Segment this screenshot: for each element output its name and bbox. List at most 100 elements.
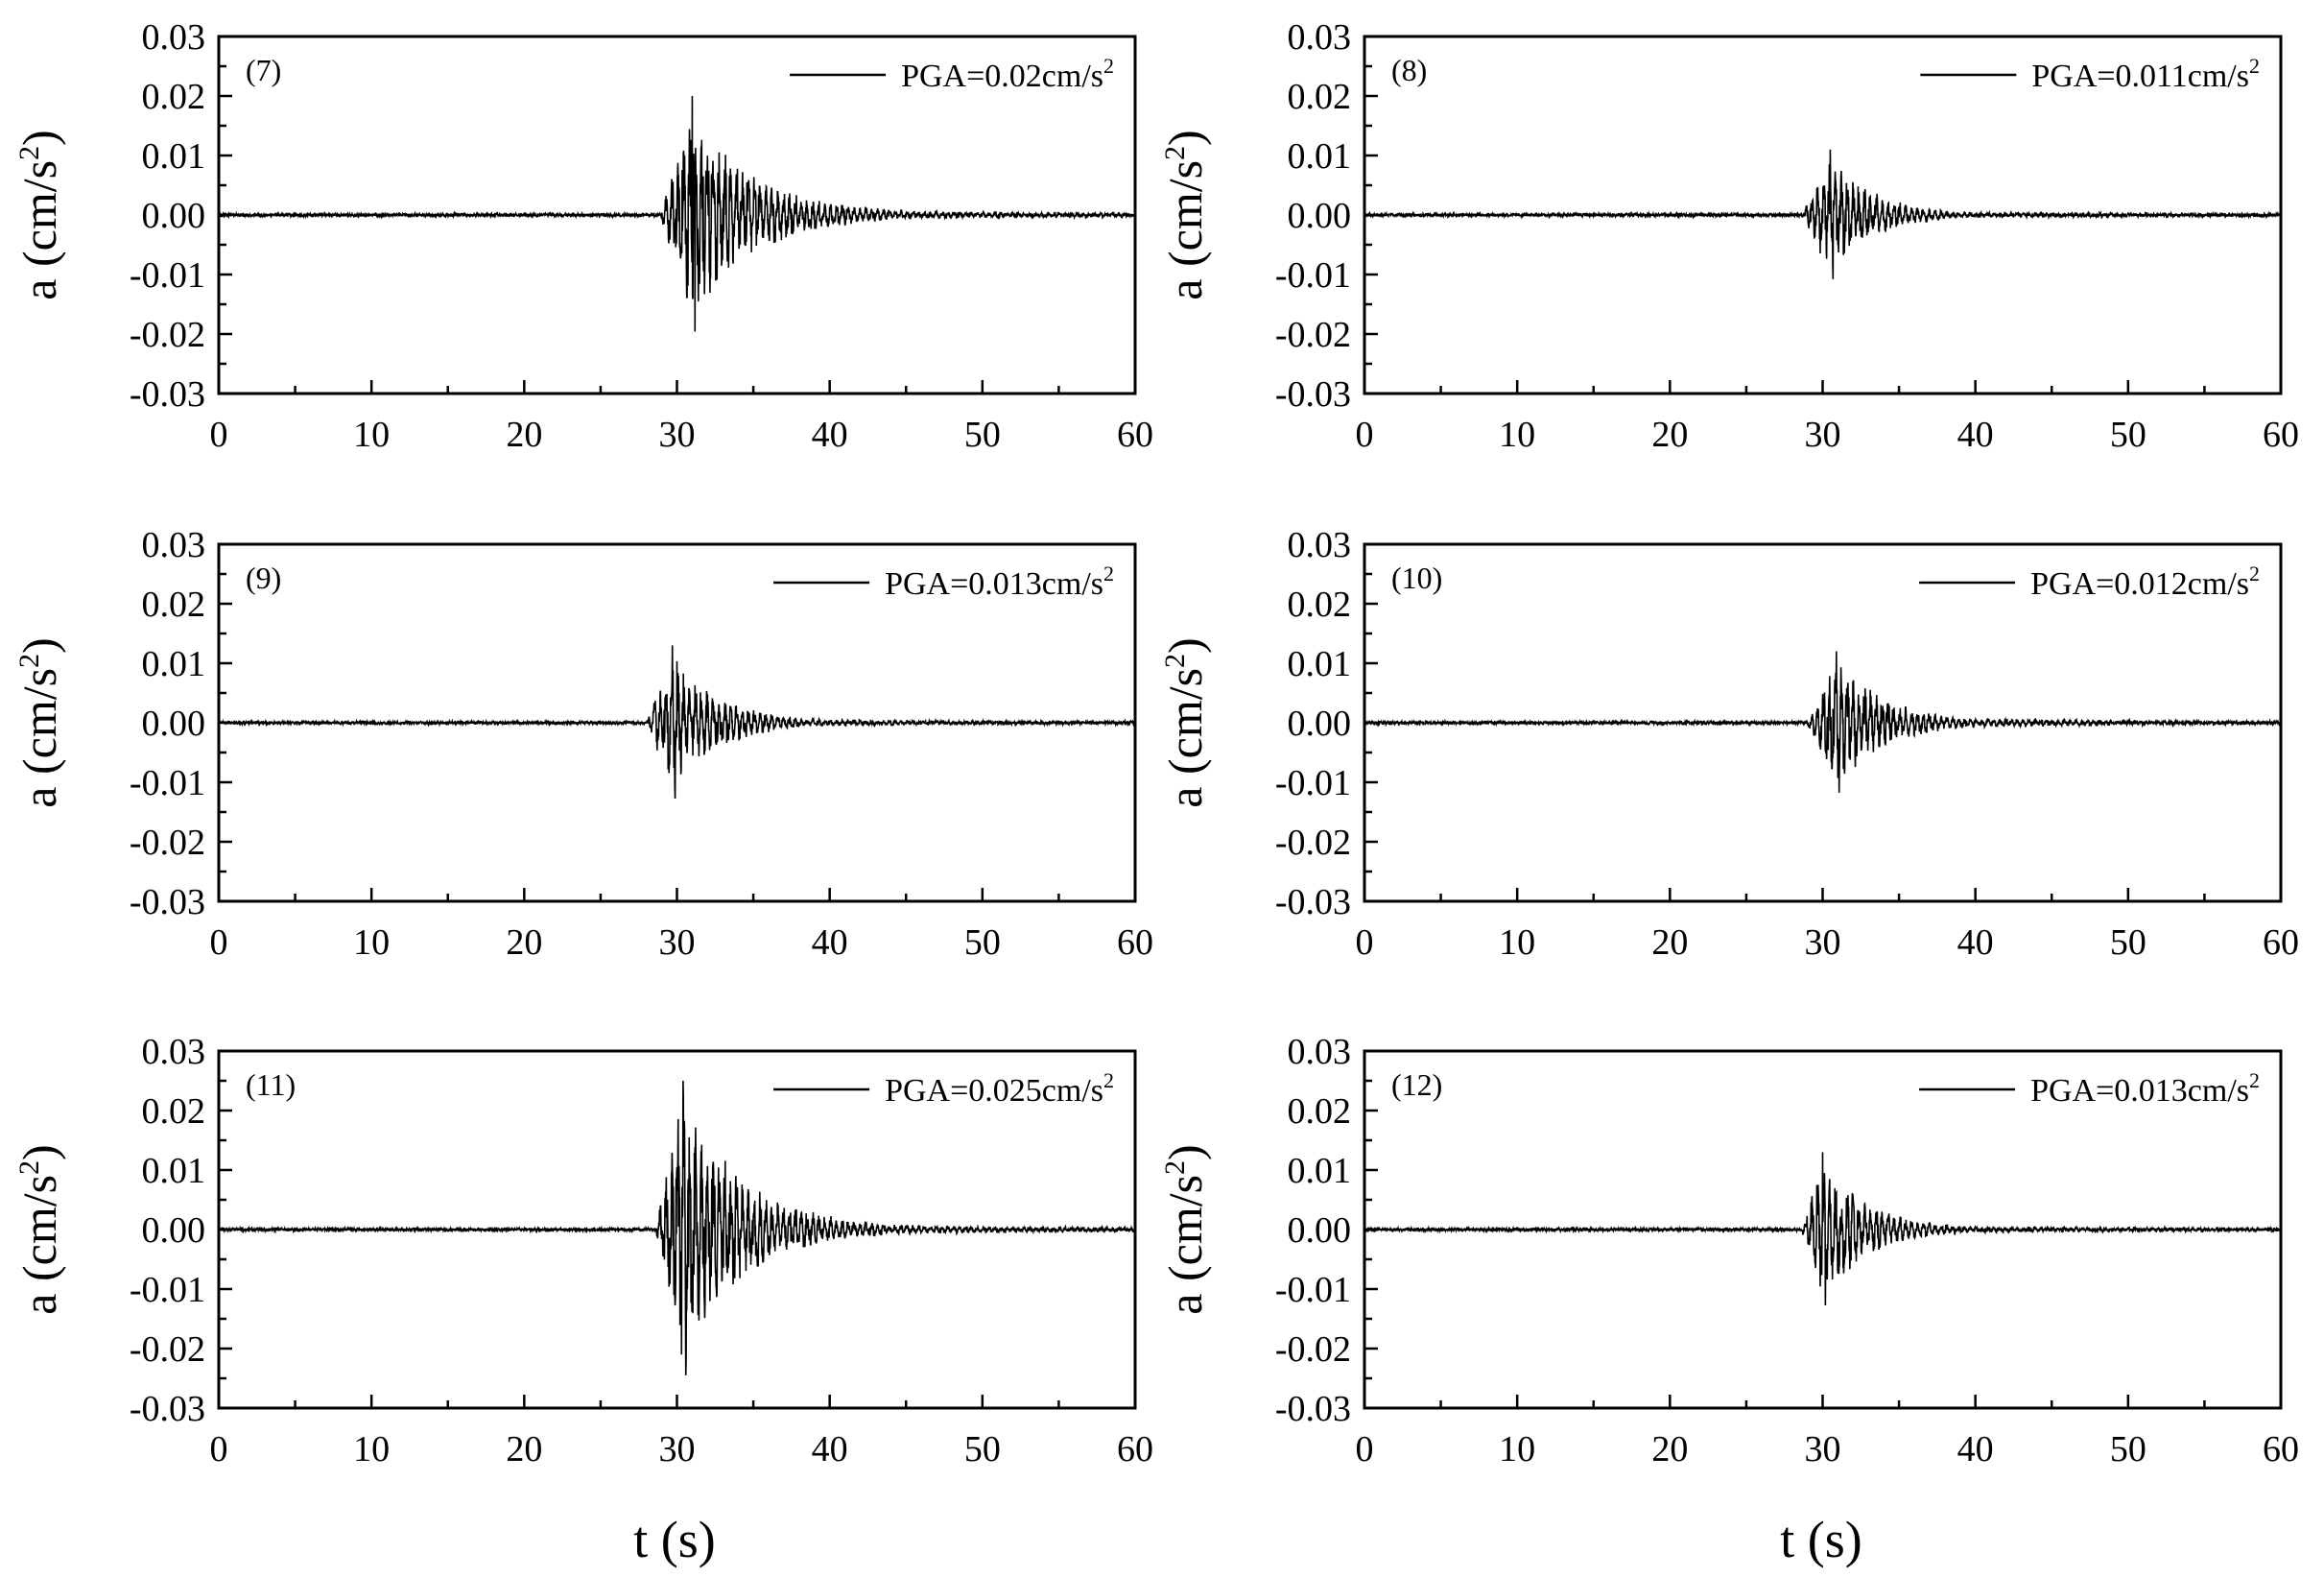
y-tick-label: 0.02 [142,77,206,117]
y-tick-label: -0.03 [1275,374,1351,415]
panel-id-label: (10) [1391,561,1442,595]
x-tick-label: 0 [210,415,228,455]
x-tick-label: 40 [812,922,848,963]
y-tick-label: -0.03 [1275,1389,1351,1429]
panel: 0 10 20 30 40 50 60 0.03 0.02 0.01 0.00 -0.01 -0.02 -… [12,17,1153,455]
x-tick-label: 0 [210,1429,228,1469]
y-tick-label: -0.03 [1275,882,1351,922]
y-tick-label: -0.02 [1275,1329,1351,1370]
y-axis-title: a (cm/s2) [1158,637,1212,807]
x-tick-label: 20 [506,1429,542,1469]
y-tick-label: -0.02 [130,823,205,863]
y-tick-label: 0.02 [142,585,206,625]
y-tick-label: -0.02 [130,315,205,355]
x-tick-label: 50 [964,1429,1001,1469]
panels-group: 0 10 20 30 40 50 60 0.03 0.02 0.01 0.00 -0.01 -0.02 -… [12,17,2299,1469]
x-tick-label: 20 [1651,922,1688,963]
y-tick-label: 0.00 [142,1210,206,1251]
x-tick-label: 60 [1117,415,1153,455]
y-tick-label: 0.03 [142,17,206,58]
panel: 0 10 20 30 40 50 60 0.03 0.02 0.01 0.00 -0.01 -0.02 -… [12,1032,1153,1469]
x-tick-label: 0 [1356,922,1374,963]
x-tick-label: 20 [506,922,542,963]
y-axis-title: a (cm/s2) [12,1144,66,1314]
y-axis-title: a (cm/s2) [1158,1144,1212,1314]
legend-entry-label: PGA=0.013cm/s2 [2030,1068,2260,1109]
x-tick-label: 10 [353,922,390,963]
x-tick-label: 50 [964,415,1001,455]
y-axis-title: a (cm/s2) [1158,130,1212,299]
y-tick-label: -0.01 [1275,255,1351,296]
y-tick-label: 0.01 [1288,1151,1352,1191]
x-tick-label: 60 [1117,1429,1153,1469]
x-tick-label: 60 [1117,922,1153,963]
x-tick-label: 40 [1957,922,1994,963]
acceleration-series-line [1364,651,2282,793]
y-tick-label: 0.01 [142,136,206,177]
x-tick-label: 50 [2110,1429,2146,1469]
x-tick-label: 40 [1957,1429,1994,1469]
acceleration-series-line [1364,1152,2282,1305]
y-tick-label: 0.00 [1288,704,1352,744]
x-tick-label: 40 [812,1429,848,1469]
y-tick-label: -0.03 [130,374,205,415]
y-tick-label: 0.03 [142,1032,206,1072]
panel: 0 10 20 30 40 50 60 0.03 0.02 0.01 0.00 -0.01 -0.02 -… [12,525,1153,963]
y-tick-label: 0.00 [1288,196,1352,236]
y-tick-label: -0.02 [1275,315,1351,355]
x-tick-label: 40 [812,415,848,455]
y-tick-label: 0.03 [142,525,206,565]
panel-id-label: (8) [1391,53,1427,87]
x-tick-label: 30 [1805,415,1841,455]
y-tick-label: -0.01 [130,763,205,803]
panel-id-label: (9) [246,561,281,595]
y-tick-label: 0.02 [1288,77,1352,117]
y-tick-label: 0.03 [1288,1032,1352,1072]
panel: 0 10 20 30 40 50 60 0.03 0.02 0.01 0.00 -0.01 -0.02 -… [1158,1032,2299,1469]
y-tick-label: 0.03 [1288,17,1352,58]
y-axis-title: a (cm/s2) [12,130,66,299]
legend-entry-label: PGA=0.02cm/s2 [901,54,1114,94]
y-tick-label: -0.03 [130,882,205,922]
y-tick-label: 0.02 [142,1091,206,1132]
panel: 0 10 20 30 40 50 60 0.03 0.02 0.01 0.00 -0.01 -0.02 -… [1158,525,2299,963]
y-tick-label: -0.01 [1275,763,1351,803]
y-tick-label: 0.02 [1288,1091,1352,1132]
y-axis-title: a (cm/s2) [12,637,66,807]
x-tick-label: 50 [2110,415,2146,455]
y-tick-label: -0.02 [130,1329,205,1370]
x-tick-label: 20 [1651,1429,1688,1469]
y-tick-label: -0.01 [130,1270,205,1310]
x-tick-label: 10 [1499,415,1535,455]
acceleration-series-line [1364,149,2282,279]
x-axis-title-left: t (s) [633,1511,715,1568]
panel-id-label: (12) [1391,1067,1442,1102]
y-tick-label: -0.02 [1275,823,1351,863]
x-tick-label: 60 [2263,1429,2299,1469]
x-tick-label: 0 [210,922,228,963]
y-tick-label: 0.01 [1288,644,1352,684]
y-tick-label: 0.00 [142,196,206,236]
x-tick-label: 10 [353,415,390,455]
x-tick-label: 10 [1499,922,1535,963]
x-tick-label: 20 [506,415,542,455]
x-tick-label: 30 [1805,922,1841,963]
x-tick-label: 50 [2110,922,2146,963]
y-tick-label: 0.01 [142,644,206,684]
legend-entry-label: PGA=0.012cm/s2 [2030,562,2260,602]
x-axis-title-right: t (s) [1780,1511,1862,1568]
x-tick-label: 20 [1651,415,1688,455]
panel-id-label: (7) [246,53,281,87]
x-tick-label: 30 [659,1429,696,1469]
x-tick-label: 50 [964,922,1001,963]
y-tick-label: -0.01 [130,255,205,296]
x-tick-label: 30 [659,415,696,455]
legend-entry-label: PGA=0.025cm/s2 [885,1068,1114,1109]
x-tick-label: 10 [1499,1429,1535,1469]
legend-entry-label: PGA=0.013cm/s2 [885,562,1114,602]
panel-id-label: (11) [246,1067,296,1102]
y-tick-label: 0.00 [142,704,206,744]
x-tick-label: 60 [2263,415,2299,455]
y-tick-label: 0.01 [1288,136,1352,177]
